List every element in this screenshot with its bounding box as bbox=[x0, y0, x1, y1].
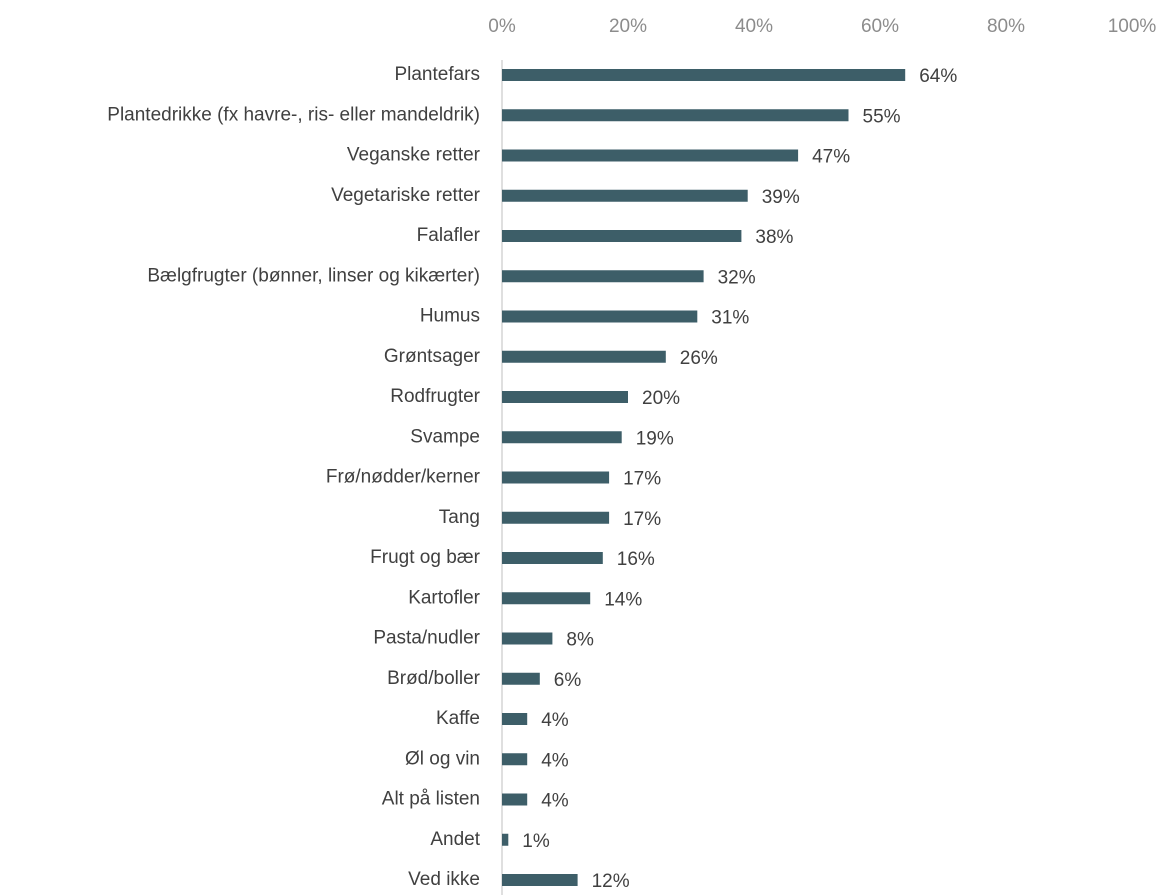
bar bbox=[502, 672, 540, 685]
y-tick-label: Plantedrikke (fx havre-, ris- eller mand… bbox=[107, 104, 480, 125]
bar bbox=[502, 109, 849, 122]
y-tick-label: Humus bbox=[420, 306, 480, 327]
bar bbox=[502, 471, 610, 484]
x-tick-label: 0% bbox=[488, 16, 516, 37]
y-tick-label: Kaffe bbox=[436, 708, 480, 729]
x-tick-label: 60% bbox=[861, 16, 899, 37]
data-label: 1% bbox=[522, 831, 550, 852]
bar bbox=[502, 874, 578, 886]
data-label: 32% bbox=[718, 267, 756, 288]
data-label: 4% bbox=[541, 750, 569, 771]
x-tick-label: 100% bbox=[1108, 16, 1157, 37]
bar bbox=[502, 391, 628, 403]
y-tick-label: Grøntsager bbox=[384, 346, 481, 367]
bar bbox=[502, 632, 553, 645]
data-label: 19% bbox=[636, 428, 674, 449]
bar bbox=[502, 793, 528, 806]
bar bbox=[502, 511, 610, 524]
y-tick-label: Brød/boller bbox=[387, 668, 481, 689]
x-tick-label: 20% bbox=[609, 16, 647, 37]
y-tick-label: Kartofler bbox=[408, 587, 480, 608]
y-tick-label: Ved ikke bbox=[408, 869, 480, 890]
bar bbox=[502, 350, 666, 363]
bar bbox=[502, 431, 622, 444]
data-label: 55% bbox=[863, 106, 901, 127]
data-label: 17% bbox=[623, 469, 661, 490]
y-tick-label: Bælgfrugter (bønner, linser og kikærter) bbox=[147, 265, 480, 286]
data-label: 26% bbox=[680, 348, 718, 369]
y-tick-label: Frugt og bær bbox=[370, 547, 480, 568]
data-label: 47% bbox=[812, 147, 850, 168]
y-tick-label: Øl og vin bbox=[405, 748, 480, 769]
data-label: 31% bbox=[711, 308, 749, 329]
data-label: 20% bbox=[642, 388, 680, 409]
data-label: 64% bbox=[919, 66, 957, 87]
bar bbox=[502, 270, 704, 283]
data-label: 38% bbox=[755, 227, 793, 248]
y-tick-label: Falafler bbox=[417, 225, 481, 246]
data-label: 14% bbox=[604, 589, 642, 610]
y-tick-label: Veganske retter bbox=[347, 145, 481, 166]
bar bbox=[502, 753, 528, 766]
bar bbox=[502, 310, 698, 323]
y-tick-label: Alt på listen bbox=[382, 789, 480, 810]
bar bbox=[502, 69, 906, 81]
y-tick-label: Tang bbox=[439, 507, 480, 528]
bar bbox=[502, 552, 603, 564]
data-label: 17% bbox=[623, 509, 661, 530]
y-tick-label: Vegetariske retter bbox=[331, 185, 481, 206]
bar bbox=[502, 592, 591, 605]
bar bbox=[502, 833, 509, 846]
y-tick-label: Pasta/nudler bbox=[373, 628, 480, 649]
bar bbox=[502, 230, 742, 242]
y-tick-label: Plantefars bbox=[394, 64, 480, 85]
data-label: 16% bbox=[617, 549, 655, 570]
data-label: 8% bbox=[566, 630, 594, 651]
data-label: 4% bbox=[541, 710, 569, 731]
x-tick-label: 80% bbox=[987, 16, 1025, 37]
data-label: 12% bbox=[592, 871, 630, 892]
data-label: 4% bbox=[541, 791, 569, 812]
x-tick-label: 40% bbox=[735, 16, 773, 37]
data-label: 39% bbox=[762, 187, 800, 208]
bar bbox=[502, 189, 748, 202]
y-tick-label: Rodfrugter bbox=[390, 386, 480, 407]
y-tick-label: Frø/nødder/kerner bbox=[326, 467, 481, 488]
y-tick-label: Andet bbox=[430, 829, 480, 850]
data-label: 6% bbox=[554, 670, 582, 691]
bar bbox=[502, 713, 528, 725]
bar bbox=[502, 149, 799, 162]
y-tick-label: Svampe bbox=[410, 426, 480, 447]
